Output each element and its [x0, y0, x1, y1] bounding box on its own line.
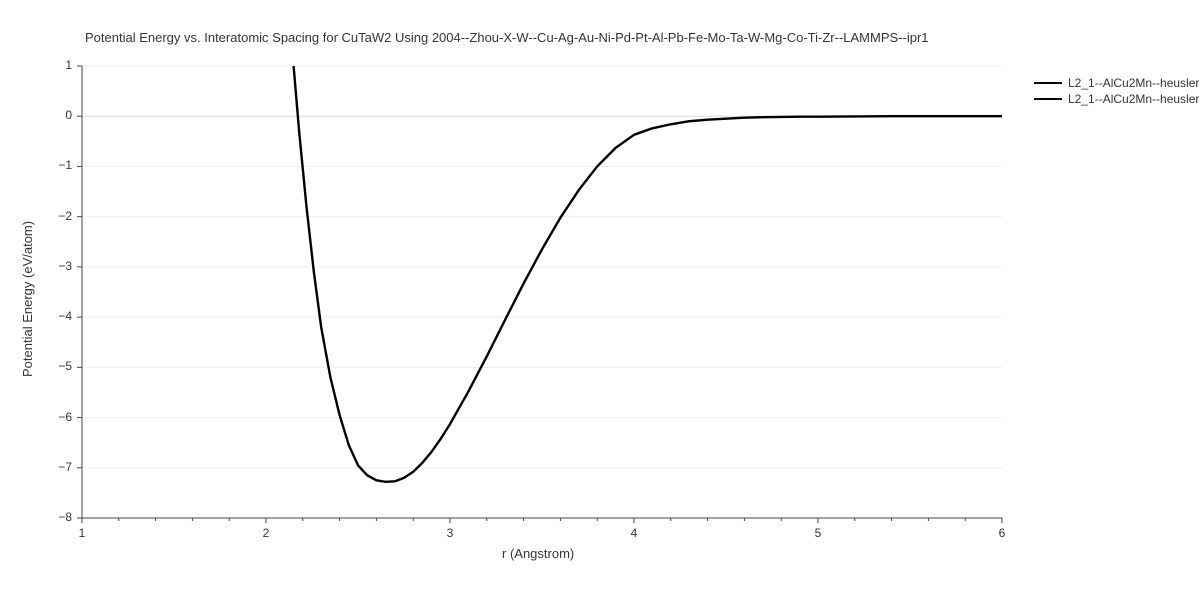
- plot-area: [0, 0, 1200, 600]
- legend-swatch: [1034, 98, 1062, 100]
- chart-container: { "title": "Potential Energy vs. Interat…: [0, 0, 1200, 600]
- x-tick-label: 5: [808, 526, 828, 540]
- legend-item: L2_1--AlCu2Mn--heusler: [1034, 75, 1199, 91]
- y-tick-label: −2: [42, 209, 72, 223]
- legend-item: L2_1--AlCu2Mn--heusler: [1034, 91, 1199, 107]
- x-tick-label: 2: [256, 526, 276, 540]
- y-tick-label: −7: [42, 460, 72, 474]
- legend-label: L2_1--AlCu2Mn--heusler: [1068, 76, 1199, 90]
- y-tick-label: −3: [42, 259, 72, 273]
- y-tick-label: −1: [42, 158, 72, 172]
- x-tick-label: 3: [440, 526, 460, 540]
- y-tick-label: 1: [42, 58, 72, 72]
- legend-label: L2_1--AlCu2Mn--heusler: [1068, 92, 1199, 106]
- y-tick-label: −5: [42, 359, 72, 373]
- y-tick-label: −8: [42, 510, 72, 524]
- series-line: [294, 66, 1002, 482]
- y-tick-label: 0: [42, 108, 72, 122]
- y-tick-label: −6: [42, 410, 72, 424]
- x-tick-label: 6: [992, 526, 1012, 540]
- x-tick-label: 4: [624, 526, 644, 540]
- legend: L2_1--AlCu2Mn--heusler L2_1--AlCu2Mn--heu…: [1034, 75, 1199, 107]
- legend-swatch: [1034, 82, 1062, 84]
- x-tick-label: 1: [72, 526, 92, 540]
- y-tick-label: −4: [42, 309, 72, 323]
